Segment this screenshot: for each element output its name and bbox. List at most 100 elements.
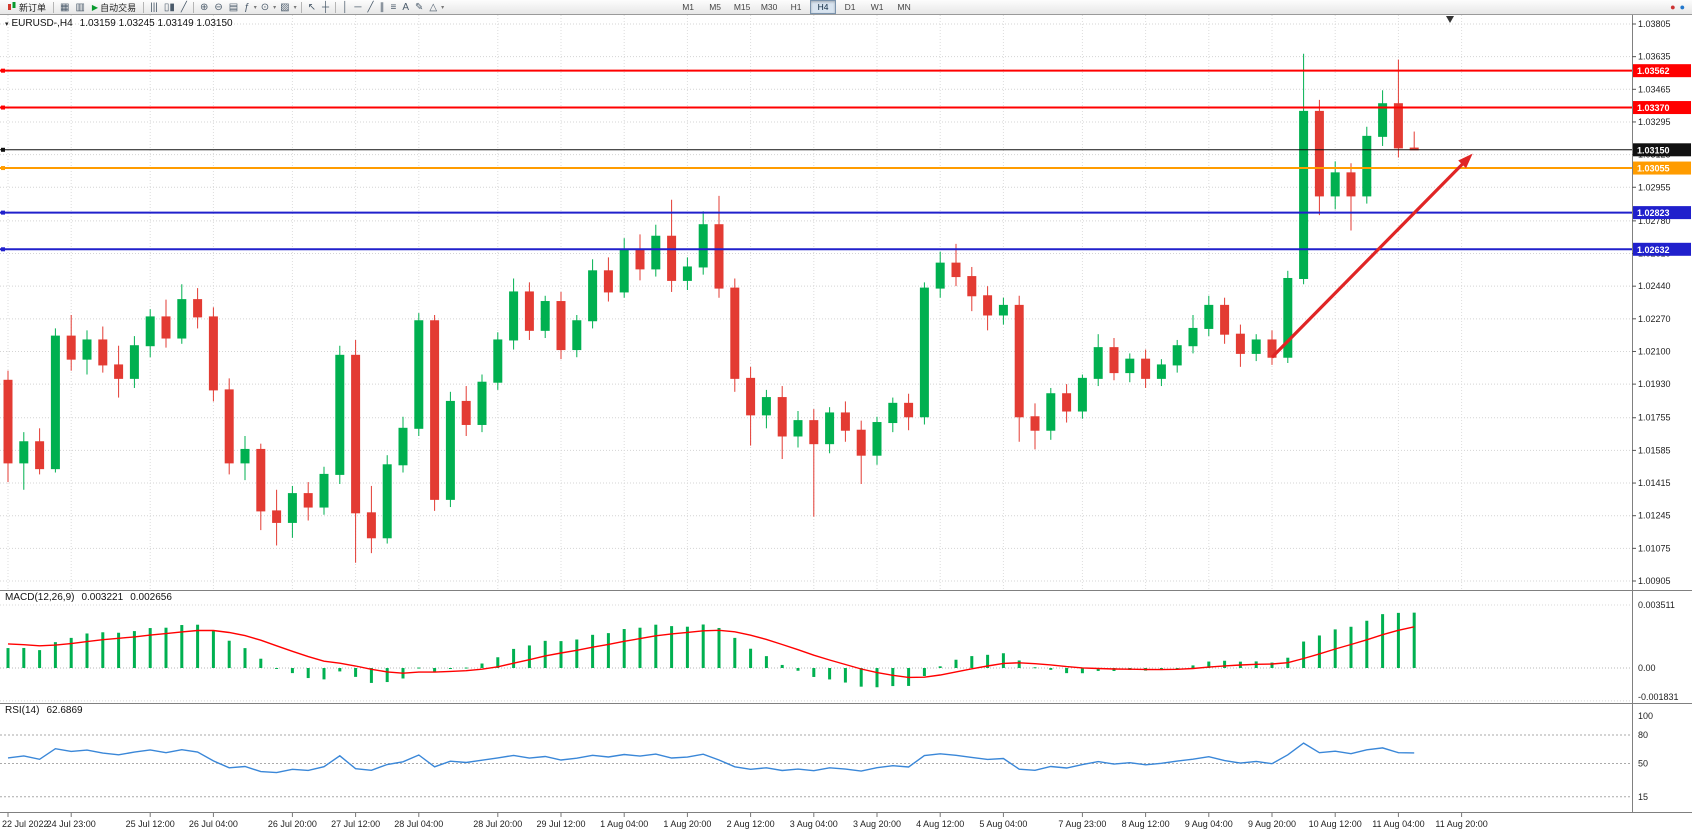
horizontal-line-icon[interactable]: ─ bbox=[354, 1, 362, 13]
text-icon[interactable]: A bbox=[402, 1, 409, 13]
chart-shift-marker bbox=[1446, 16, 1454, 23]
price-level-badge: 1.03150 bbox=[1633, 143, 1691, 157]
svg-text:1.00905: 1.00905 bbox=[1638, 576, 1671, 586]
candlestick-chart-icon[interactable]: ▯▮ bbox=[163, 1, 175, 13]
toolbar-separator bbox=[192, 1, 194, 13]
svg-text:1.01585: 1.01585 bbox=[1638, 445, 1671, 455]
svg-text:80: 80 bbox=[1638, 730, 1648, 740]
svg-text:15: 15 bbox=[1638, 792, 1648, 802]
svg-text:26 Jul 04:00: 26 Jul 04:00 bbox=[189, 819, 238, 829]
grid bbox=[0, 15, 1632, 590]
trendline-icon[interactable]: ╱ bbox=[367, 1, 374, 13]
trend-arrow[interactable] bbox=[1270, 153, 1473, 359]
svg-text:4 Aug 12:00: 4 Aug 12:00 bbox=[916, 819, 964, 829]
zoom-out-icon[interactable]: ⊖ bbox=[214, 1, 223, 13]
svg-text:1.01075: 1.01075 bbox=[1638, 543, 1671, 553]
toolbar-separator bbox=[335, 1, 337, 13]
svg-text:1.03055: 1.03055 bbox=[1637, 164, 1670, 174]
rsi-panel: 100 80 50 15 bbox=[0, 711, 1653, 802]
svg-text:11 Aug 20:00: 11 Aug 20:00 bbox=[1435, 819, 1487, 829]
price-level-badge: 1.03370 bbox=[1633, 101, 1691, 115]
crosshair-icon[interactable]: ┼ bbox=[322, 1, 330, 13]
svg-text:1.02632: 1.02632 bbox=[1637, 245, 1670, 255]
timeframe-mn[interactable]: MN bbox=[897, 2, 911, 12]
candlestick-series bbox=[3, 53, 1419, 563]
svg-text:1.01755: 1.01755 bbox=[1638, 413, 1671, 423]
fibonacci-icon[interactable]: ≡ bbox=[390, 1, 397, 13]
label-icon[interactable]: ✎ bbox=[415, 1, 424, 13]
timeframe-m30[interactable]: M30 bbox=[760, 2, 778, 12]
indicators-icon[interactable]: ƒ bbox=[244, 1, 250, 13]
cursor-icon[interactable]: ↖ bbox=[307, 1, 317, 13]
svg-text:1.03150: 1.03150 bbox=[1637, 145, 1670, 155]
periods-icon[interactable]: ⊙ bbox=[260, 1, 270, 13]
channel-icon[interactable]: ∥ bbox=[379, 1, 385, 13]
svg-text:10 Aug 12:00: 10 Aug 12:00 bbox=[1309, 819, 1362, 829]
timeframe-h1[interactable]: H1 bbox=[790, 2, 802, 12]
svg-text:3 Aug 04:00: 3 Aug 04:00 bbox=[790, 819, 838, 829]
bar-chart-icon[interactable]: ||| bbox=[150, 1, 158, 13]
indicators-dropdown[interactable]: ▾ bbox=[253, 4, 257, 11]
line-chart-icon[interactable]: ╱ bbox=[180, 1, 187, 13]
toolbar-right-icons: ● ● bbox=[1670, 1, 1689, 14]
toolbar-separator bbox=[143, 1, 145, 13]
alerts-icon[interactable]: ● bbox=[1670, 1, 1676, 12]
svg-text:22 Jul 2022: 22 Jul 2022 bbox=[2, 819, 49, 829]
autotrading-label: 自动交易 bbox=[100, 2, 137, 13]
svg-text:25 Jul 12:00: 25 Jul 12:00 bbox=[126, 819, 175, 829]
price-level-badge: 1.02632 bbox=[1633, 242, 1691, 256]
tile-windows-icon[interactable]: ▤ bbox=[228, 1, 239, 13]
svg-text:1.02780: 1.02780 bbox=[1638, 216, 1671, 226]
svg-text:3 Aug 20:00: 3 Aug 20:00 bbox=[853, 819, 901, 829]
profiles-icon[interactable]: ▥ bbox=[75, 1, 85, 13]
vertical-line-icon[interactable]: │ bbox=[342, 1, 349, 13]
svg-text:100: 100 bbox=[1638, 711, 1653, 721]
svg-text:1.01245: 1.01245 bbox=[1638, 511, 1671, 521]
timeframe-w1[interactable]: W1 bbox=[870, 2, 884, 12]
charts-grid-icon[interactable]: ▦ bbox=[60, 1, 70, 13]
timeframe-h4[interactable]: H4 bbox=[810, 0, 837, 14]
timeframe-m15[interactable]: M15 bbox=[733, 2, 751, 12]
svg-text:1.03635: 1.03635 bbox=[1638, 52, 1671, 62]
price-level-badge: 1.02823 bbox=[1633, 206, 1691, 220]
svg-text:1.02440: 1.02440 bbox=[1638, 281, 1671, 291]
timeframe-m5[interactable]: M5 bbox=[709, 2, 722, 12]
svg-text:2 Aug 12:00: 2 Aug 12:00 bbox=[727, 819, 775, 829]
macd-panel: 0.003511 0.00 -0.001831 bbox=[0, 600, 1679, 702]
svg-text:28 Jul 04:00: 28 Jul 04:00 bbox=[394, 819, 443, 829]
toolbar-separator bbox=[300, 1, 302, 13]
svg-text:1.02955: 1.02955 bbox=[1638, 182, 1671, 192]
new-order-button[interactable]: 新订单 bbox=[3, 1, 50, 14]
shapes-icon[interactable]: △ bbox=[429, 1, 438, 13]
symbol-dropdown-icon[interactable]: ▾ bbox=[5, 21, 9, 28]
svg-text:0.00: 0.00 bbox=[1638, 663, 1656, 673]
svg-text:9 Aug 20:00: 9 Aug 20:00 bbox=[1248, 819, 1296, 829]
svg-text:8 Aug 12:00: 8 Aug 12:00 bbox=[1122, 819, 1170, 829]
zoom-in-icon[interactable]: ⊕ bbox=[199, 1, 209, 13]
shapes-dropdown[interactable]: ▾ bbox=[441, 4, 445, 11]
timeframe-d1[interactable]: D1 bbox=[844, 2, 856, 12]
community-icon[interactable]: ● bbox=[1679, 1, 1685, 12]
svg-text:11 Aug 04:00: 11 Aug 04:00 bbox=[1372, 819, 1424, 829]
svg-text:1.03805: 1.03805 bbox=[1638, 19, 1671, 29]
svg-text:1.01930: 1.01930 bbox=[1638, 379, 1671, 389]
price-axis[interactable]: 1.038051.036351.034651.032951.031251.029… bbox=[1632, 19, 1691, 586]
autotrading-icon: ▶ bbox=[91, 2, 99, 12]
svg-text:-0.001831: -0.001831 bbox=[1638, 692, 1679, 702]
autotrading-button[interactable]: ▶ 自动交易 bbox=[88, 1, 140, 14]
price-level-badge: 1.03562 bbox=[1633, 64, 1691, 78]
new-order-icon bbox=[7, 1, 17, 14]
svg-text:29 Jul 12:00: 29 Jul 12:00 bbox=[536, 819, 585, 829]
templates-icon[interactable]: ▨ bbox=[280, 1, 290, 13]
periods-dropdown[interactable]: ▾ bbox=[273, 4, 277, 11]
svg-text:0.003511: 0.003511 bbox=[1638, 600, 1675, 610]
templates-dropdown[interactable]: ▾ bbox=[293, 4, 297, 11]
timeframe-m1[interactable]: M1 bbox=[682, 2, 695, 12]
svg-text:28 Jul 20:00: 28 Jul 20:00 bbox=[473, 819, 522, 829]
svg-text:50: 50 bbox=[1638, 759, 1648, 769]
svg-text:1.03295: 1.03295 bbox=[1638, 117, 1671, 127]
